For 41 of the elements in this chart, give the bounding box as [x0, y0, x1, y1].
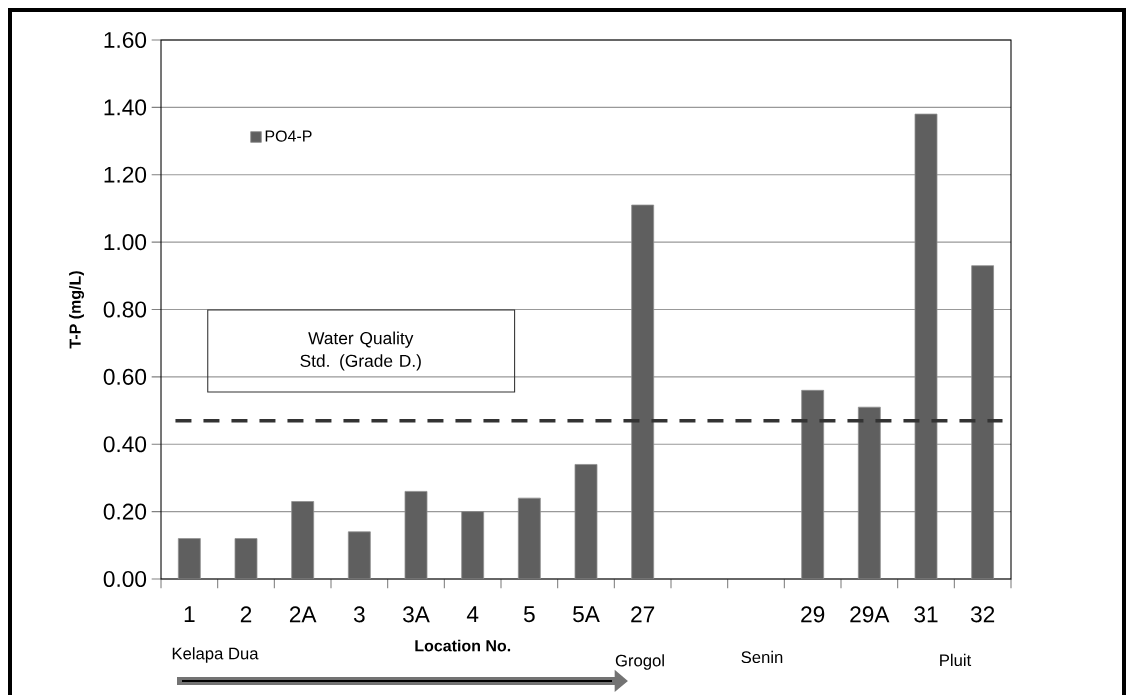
bar [177, 538, 201, 579]
x-tick-label: 1 [184, 606, 195, 622]
x-tick-label: 2 [240, 606, 252, 623]
bar [631, 204, 655, 579]
x-tick-label: 2A [289, 606, 317, 623]
bar [291, 501, 315, 579]
x-tick-label: 32 [970, 606, 995, 623]
bar [857, 406, 881, 579]
text: Grogol [615, 654, 664, 670]
bar [517, 497, 541, 579]
bar [461, 511, 485, 579]
x-tick-label: 31 [914, 606, 938, 623]
x-tick-label: 29A [850, 606, 890, 623]
x-tick-label: 3A [403, 606, 430, 623]
x-tick-label: 29 [801, 606, 825, 623]
y-tick-label: 1.40 [104, 99, 147, 116]
y-tick-label: 0.20 [103, 503, 147, 520]
y-tick-label: 0.00 [103, 570, 147, 588]
x-tick-label: 4 [466, 606, 479, 622]
y-tick-label: 0.40 [103, 436, 147, 453]
y-tick-label: 0.60 [103, 368, 147, 385]
bar [801, 389, 825, 579]
bar [914, 113, 938, 579]
y-tick-label: 1.00 [104, 234, 147, 251]
legend-label: PO4-P [265, 130, 312, 142]
y-tick-label: 1.20 [104, 166, 147, 183]
x-tick-label: 5 [523, 606, 535, 623]
x-tick-label: 3 [353, 606, 365, 623]
text: Kelapa Dua [172, 647, 259, 663]
x-axis-title: Location No. [415, 639, 511, 652]
x-tick-label: 27 [631, 606, 655, 623]
bar [347, 531, 371, 579]
x-tick-label: 5A [573, 606, 600, 623]
text: Pluit [940, 653, 972, 667]
bar [574, 464, 598, 579]
text: Senin [741, 650, 783, 664]
y-tick-label: 1.60 [104, 31, 147, 49]
y-axis-title: T-P (mg/L) [69, 271, 85, 349]
ref-line-label: Water Quality Std. (Grade D.) [300, 331, 421, 371]
y-tick-label: 0.80 [103, 301, 147, 318]
bar [971, 265, 995, 579]
